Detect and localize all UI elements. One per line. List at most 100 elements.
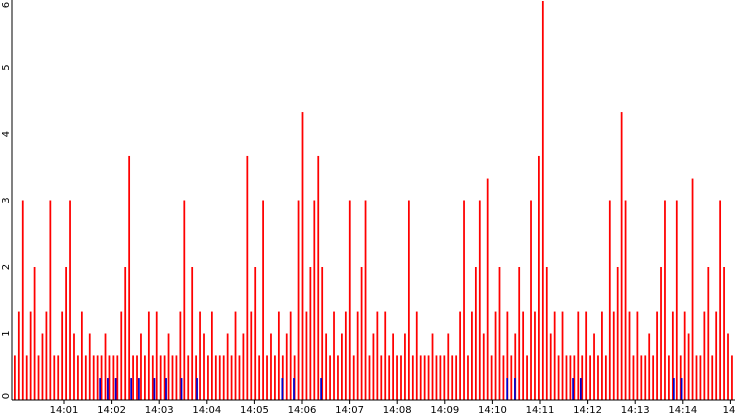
bar-series-a bbox=[297, 200, 300, 400]
bar-series-a bbox=[411, 355, 414, 400]
bar-series-a bbox=[313, 200, 316, 400]
bar-series-a bbox=[636, 311, 639, 400]
bar-series-a bbox=[447, 333, 450, 400]
bar-series-a bbox=[490, 355, 493, 400]
bar-series-a bbox=[84, 355, 87, 400]
bar-series-b bbox=[130, 378, 133, 400]
x-tick-label: 14:08 bbox=[383, 405, 412, 415]
bar-series-a bbox=[53, 355, 56, 400]
bar-series-a bbox=[348, 200, 351, 400]
bar-series-a bbox=[561, 311, 564, 400]
bar-series-a bbox=[250, 311, 253, 400]
bar-series-a bbox=[266, 355, 268, 400]
x-tick-labels: 14:01 14:02 14:03 14:04 14:05 14:06 14:07 14:08… bbox=[50, 400, 735, 415]
bar-series-a bbox=[719, 200, 722, 400]
bar-series-a bbox=[581, 355, 584, 400]
bar-series-a bbox=[281, 355, 284, 400]
bar-series-a bbox=[360, 267, 363, 400]
bar-series-a bbox=[274, 355, 276, 400]
bar-series-a bbox=[246, 155, 249, 400]
bar-series-a bbox=[553, 311, 556, 400]
x-tick-label: 14:09 bbox=[430, 405, 459, 415]
bar-series-b bbox=[180, 378, 183, 400]
bar-series-a bbox=[262, 200, 264, 400]
bar-series-a bbox=[191, 267, 194, 400]
bar-series-a bbox=[183, 200, 186, 400]
bar-series-b bbox=[579, 378, 582, 400]
bar-series-a bbox=[644, 355, 647, 400]
bar-series-a bbox=[293, 355, 296, 400]
bar-series-a bbox=[478, 200, 481, 400]
bar-series-a bbox=[557, 355, 560, 400]
bar-series-a bbox=[396, 355, 398, 400]
bar-series-a bbox=[427, 355, 430, 400]
bar-series-a bbox=[463, 200, 465, 400]
bar-series-a bbox=[486, 178, 489, 400]
x-tick-label: 14:05 bbox=[240, 405, 269, 415]
bar-series-a bbox=[526, 355, 528, 400]
bar-series-a bbox=[668, 355, 670, 400]
bar-series-a bbox=[17, 311, 20, 400]
bar-series-a bbox=[203, 333, 205, 400]
bar-series-a bbox=[431, 333, 434, 400]
bar-series-a bbox=[234, 311, 237, 400]
bar-series-a bbox=[624, 200, 627, 400]
x-tick-label: 14:11 bbox=[526, 405, 555, 415]
bar-series-a bbox=[435, 355, 438, 400]
bar-series-a bbox=[656, 311, 658, 400]
bar-series-a bbox=[301, 112, 304, 400]
bar-series-a bbox=[317, 155, 320, 400]
bar-series-a bbox=[652, 355, 655, 400]
bar-series-a bbox=[612, 311, 615, 400]
bar-series-a bbox=[136, 355, 138, 400]
bar-series-a bbox=[707, 267, 710, 400]
bar-series-a bbox=[565, 355, 568, 400]
bar-series-a bbox=[309, 267, 312, 400]
bar-series-a bbox=[226, 333, 229, 400]
bar-series-a bbox=[683, 311, 686, 400]
bar-series-a bbox=[187, 355, 190, 400]
bar-series-a bbox=[368, 355, 371, 400]
bar-series-b bbox=[107, 378, 109, 400]
bar-series-a bbox=[459, 311, 461, 400]
bar-series-a bbox=[392, 333, 394, 400]
bar-series-a bbox=[723, 267, 725, 400]
bar-series-b bbox=[514, 378, 516, 400]
bar-series-a bbox=[258, 355, 261, 400]
bar-series-a bbox=[573, 355, 576, 400]
bar-series-a bbox=[388, 355, 391, 400]
bar-series-b bbox=[572, 378, 574, 400]
bar-series-b bbox=[680, 378, 683, 400]
bar-series-a bbox=[604, 355, 607, 400]
bar-series-b bbox=[506, 378, 509, 400]
bar-series-a bbox=[195, 355, 197, 400]
bar-series-a bbox=[356, 311, 359, 400]
bar-series-a bbox=[207, 355, 209, 400]
bar-series-a bbox=[37, 355, 40, 400]
bar-series-a bbox=[731, 355, 733, 400]
bar-series-a bbox=[407, 200, 410, 400]
bar-series-b bbox=[99, 378, 102, 400]
bar-series-a bbox=[502, 355, 505, 400]
bar-series-a bbox=[506, 311, 509, 400]
y-tick-label: 1 bbox=[1, 330, 12, 336]
bar-series-a bbox=[494, 311, 497, 400]
bar-series-a bbox=[419, 355, 422, 400]
x-tick-label: 14:03 bbox=[145, 405, 174, 415]
bar-series-a bbox=[372, 333, 375, 400]
bar-series-a bbox=[120, 311, 123, 400]
bar-series-a bbox=[695, 355, 698, 400]
x-tick-label: 14:02 bbox=[97, 405, 126, 415]
bar-series-a bbox=[100, 355, 103, 400]
bar-series-a bbox=[675, 200, 678, 400]
bar-series-a bbox=[687, 333, 690, 400]
bar-series-a bbox=[344, 311, 347, 400]
bar-series-a bbox=[305, 311, 308, 400]
bar-series-a bbox=[620, 112, 623, 400]
bar-series-b bbox=[281, 378, 284, 400]
bar-series-a bbox=[498, 267, 501, 400]
chart-bars bbox=[14, 1, 733, 400]
bar-series-a bbox=[664, 200, 666, 400]
bar-series-a bbox=[329, 355, 331, 400]
bar-series-a bbox=[671, 311, 674, 400]
